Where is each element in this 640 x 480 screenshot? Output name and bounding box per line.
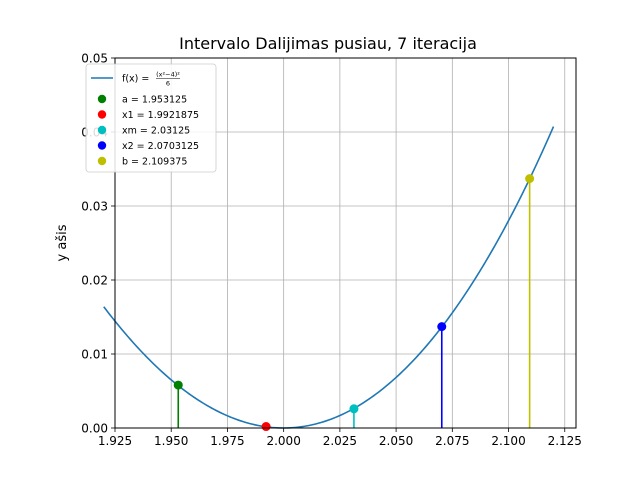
data-point: [525, 174, 535, 184]
plot-frame: [114, 57, 577, 429]
x-tick-label: 2.100: [491, 434, 525, 448]
x-tick-label: 2.075: [435, 434, 469, 448]
legend-label: xm = 2.03125: [122, 126, 190, 137]
y-tick-label: 0.00: [81, 422, 108, 436]
y-tick-label: 0.05: [81, 52, 108, 66]
legend: f(x) = (x²−4)²6 a = 1.953125 x1 = 1.992187…: [85, 63, 217, 173]
legend-marker: [97, 110, 107, 119]
legend-marker: [97, 125, 107, 135]
legend-label: a = 1.953125: [122, 95, 187, 106]
legend-label: b = 2.109375: [122, 157, 187, 168]
x-tick-label: 2.000: [266, 434, 300, 448]
chart-title: Intervalo Dalijimas pusiau, 7 iteracija: [179, 34, 477, 53]
x-tick-label: 1.925: [98, 434, 132, 448]
x-tick-label: 2.125: [548, 434, 582, 448]
legend-box: [85, 63, 217, 173]
data-point: [261, 422, 271, 432]
legend-curve-numerator: (x²−4)²: [156, 71, 180, 79]
points-layer: [173, 174, 535, 432]
data-point: [173, 380, 183, 390]
legend-marker: [97, 94, 107, 104]
legend-label: x1 = 1.9921875: [122, 110, 199, 121]
y-tick-label: 0.02: [81, 274, 108, 288]
y-axis-label: y ašis: [55, 224, 70, 261]
x-axis-ticks: 1.925 1.950 1.975 2.000 2.025 2.050 2.075 2.100…: [98, 428, 582, 448]
legend-marker: [97, 156, 107, 166]
legend-curve-label: f(x) =: [122, 74, 149, 85]
x-tick-label: 1.975: [210, 434, 244, 448]
data-point: [437, 322, 447, 332]
data-point: [349, 404, 359, 414]
x-tick-label: 1.950: [154, 434, 188, 448]
x-tick-label: 2.025: [323, 434, 357, 448]
y-tick-label: 0.03: [81, 200, 108, 214]
x-tick-label: 2.050: [379, 434, 413, 448]
legend-curve-denominator: 6: [166, 80, 170, 88]
legend-label: x2 = 2.0703125: [122, 141, 199, 152]
legend-marker: [97, 141, 107, 150]
y-tick-label: 0.01: [81, 348, 108, 362]
